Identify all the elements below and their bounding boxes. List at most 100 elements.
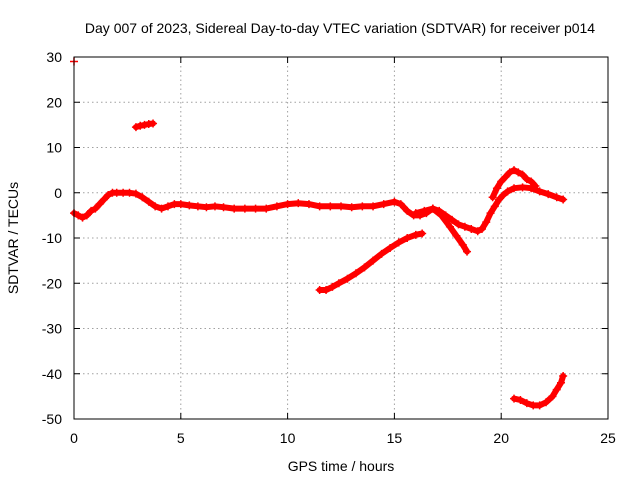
data-point — [87, 206, 96, 215]
series-band — [511, 373, 567, 409]
data-point — [262, 204, 271, 213]
y-tick-label: 20 — [46, 94, 62, 110]
data-point — [428, 204, 437, 213]
series-band — [71, 184, 567, 235]
data-point — [104, 191, 113, 200]
data-point — [347, 203, 356, 212]
data-point — [454, 220, 463, 229]
x-tick-label: 25 — [600, 430, 616, 446]
data-point — [219, 203, 228, 212]
data-point — [240, 204, 249, 213]
data-point — [510, 394, 519, 403]
x-tick-label: 5 — [177, 430, 185, 446]
data-point — [559, 195, 568, 204]
data-point — [473, 227, 482, 236]
series-lower-branch — [411, 204, 472, 256]
data-point — [552, 385, 561, 394]
data-point — [78, 213, 87, 222]
data-point — [510, 166, 519, 175]
data-point — [272, 202, 281, 211]
data-point — [505, 168, 514, 177]
y-axis-label: SDTVAR / TECUs — [5, 182, 21, 294]
data-point — [351, 269, 360, 278]
data-point — [420, 206, 429, 215]
y-tick-label: -30 — [42, 321, 62, 337]
data-point — [251, 204, 260, 213]
data-point — [91, 204, 100, 213]
data-point — [548, 392, 557, 401]
data-point — [477, 224, 486, 233]
data-point — [492, 184, 501, 193]
data-point — [411, 230, 420, 239]
series-isolated-segment — [131, 119, 158, 132]
data-point — [403, 206, 412, 215]
series-main-band — [70, 183, 568, 236]
data-point — [283, 200, 292, 209]
data-point — [497, 177, 506, 186]
data-point — [544, 190, 553, 199]
data-point — [144, 197, 153, 206]
data-point — [535, 401, 544, 410]
data-point — [516, 395, 525, 404]
data-point — [445, 222, 454, 231]
data-point — [337, 202, 345, 211]
data-point — [418, 229, 427, 238]
y-tick-label: 0 — [54, 185, 62, 201]
data-point — [99, 195, 108, 204]
chart-title: Day 007 of 2023, Sidereal Day-to-day VTE… — [85, 20, 595, 36]
series-bottom-curve — [510, 372, 568, 410]
series-upper-loop — [488, 166, 540, 202]
data-point — [503, 187, 512, 196]
data-point — [149, 119, 158, 128]
data-point — [458, 240, 467, 249]
y-tick-label: -10 — [42, 230, 62, 246]
data-point — [369, 202, 378, 211]
data-point — [518, 183, 527, 192]
data-point — [157, 204, 166, 213]
data-point — [131, 123, 140, 132]
data-point — [131, 189, 140, 198]
data-point — [343, 274, 352, 283]
data-point — [125, 188, 134, 197]
data-point — [74, 211, 83, 220]
data-point — [495, 195, 504, 204]
data-point — [501, 172, 510, 181]
y-tick-label: 30 — [46, 49, 62, 65]
data-point — [467, 224, 476, 233]
data-point — [552, 193, 561, 202]
data-point — [396, 200, 405, 209]
data-point — [518, 170, 527, 179]
data-point — [522, 175, 531, 184]
data-point — [322, 286, 331, 295]
data-point — [151, 202, 160, 211]
data-point — [163, 202, 172, 211]
data-point — [437, 211, 446, 220]
data-point — [377, 249, 386, 258]
data-point — [386, 243, 395, 252]
data-point — [482, 218, 491, 227]
data-point — [185, 201, 194, 210]
grid-lines — [74, 57, 608, 419]
data-point — [394, 238, 403, 247]
data-point — [315, 202, 324, 211]
y-tick-label: -40 — [42, 366, 62, 382]
data-point — [499, 191, 508, 200]
y-tick-label: 10 — [46, 140, 62, 156]
data-point — [490, 202, 499, 211]
data-point — [95, 200, 104, 209]
data-point — [448, 215, 457, 224]
data-point — [82, 211, 91, 220]
data-point — [559, 372, 568, 381]
data-point — [514, 168, 523, 177]
data-point — [411, 209, 420, 218]
data-point — [210, 202, 219, 211]
x-tick-label: 15 — [387, 430, 403, 446]
data-point — [557, 378, 566, 387]
data-point — [527, 177, 536, 186]
data-point — [202, 203, 211, 212]
data-point — [488, 193, 497, 202]
data-point — [304, 200, 313, 209]
data-point — [522, 399, 531, 408]
data-point — [140, 120, 149, 129]
data-point — [379, 200, 388, 209]
